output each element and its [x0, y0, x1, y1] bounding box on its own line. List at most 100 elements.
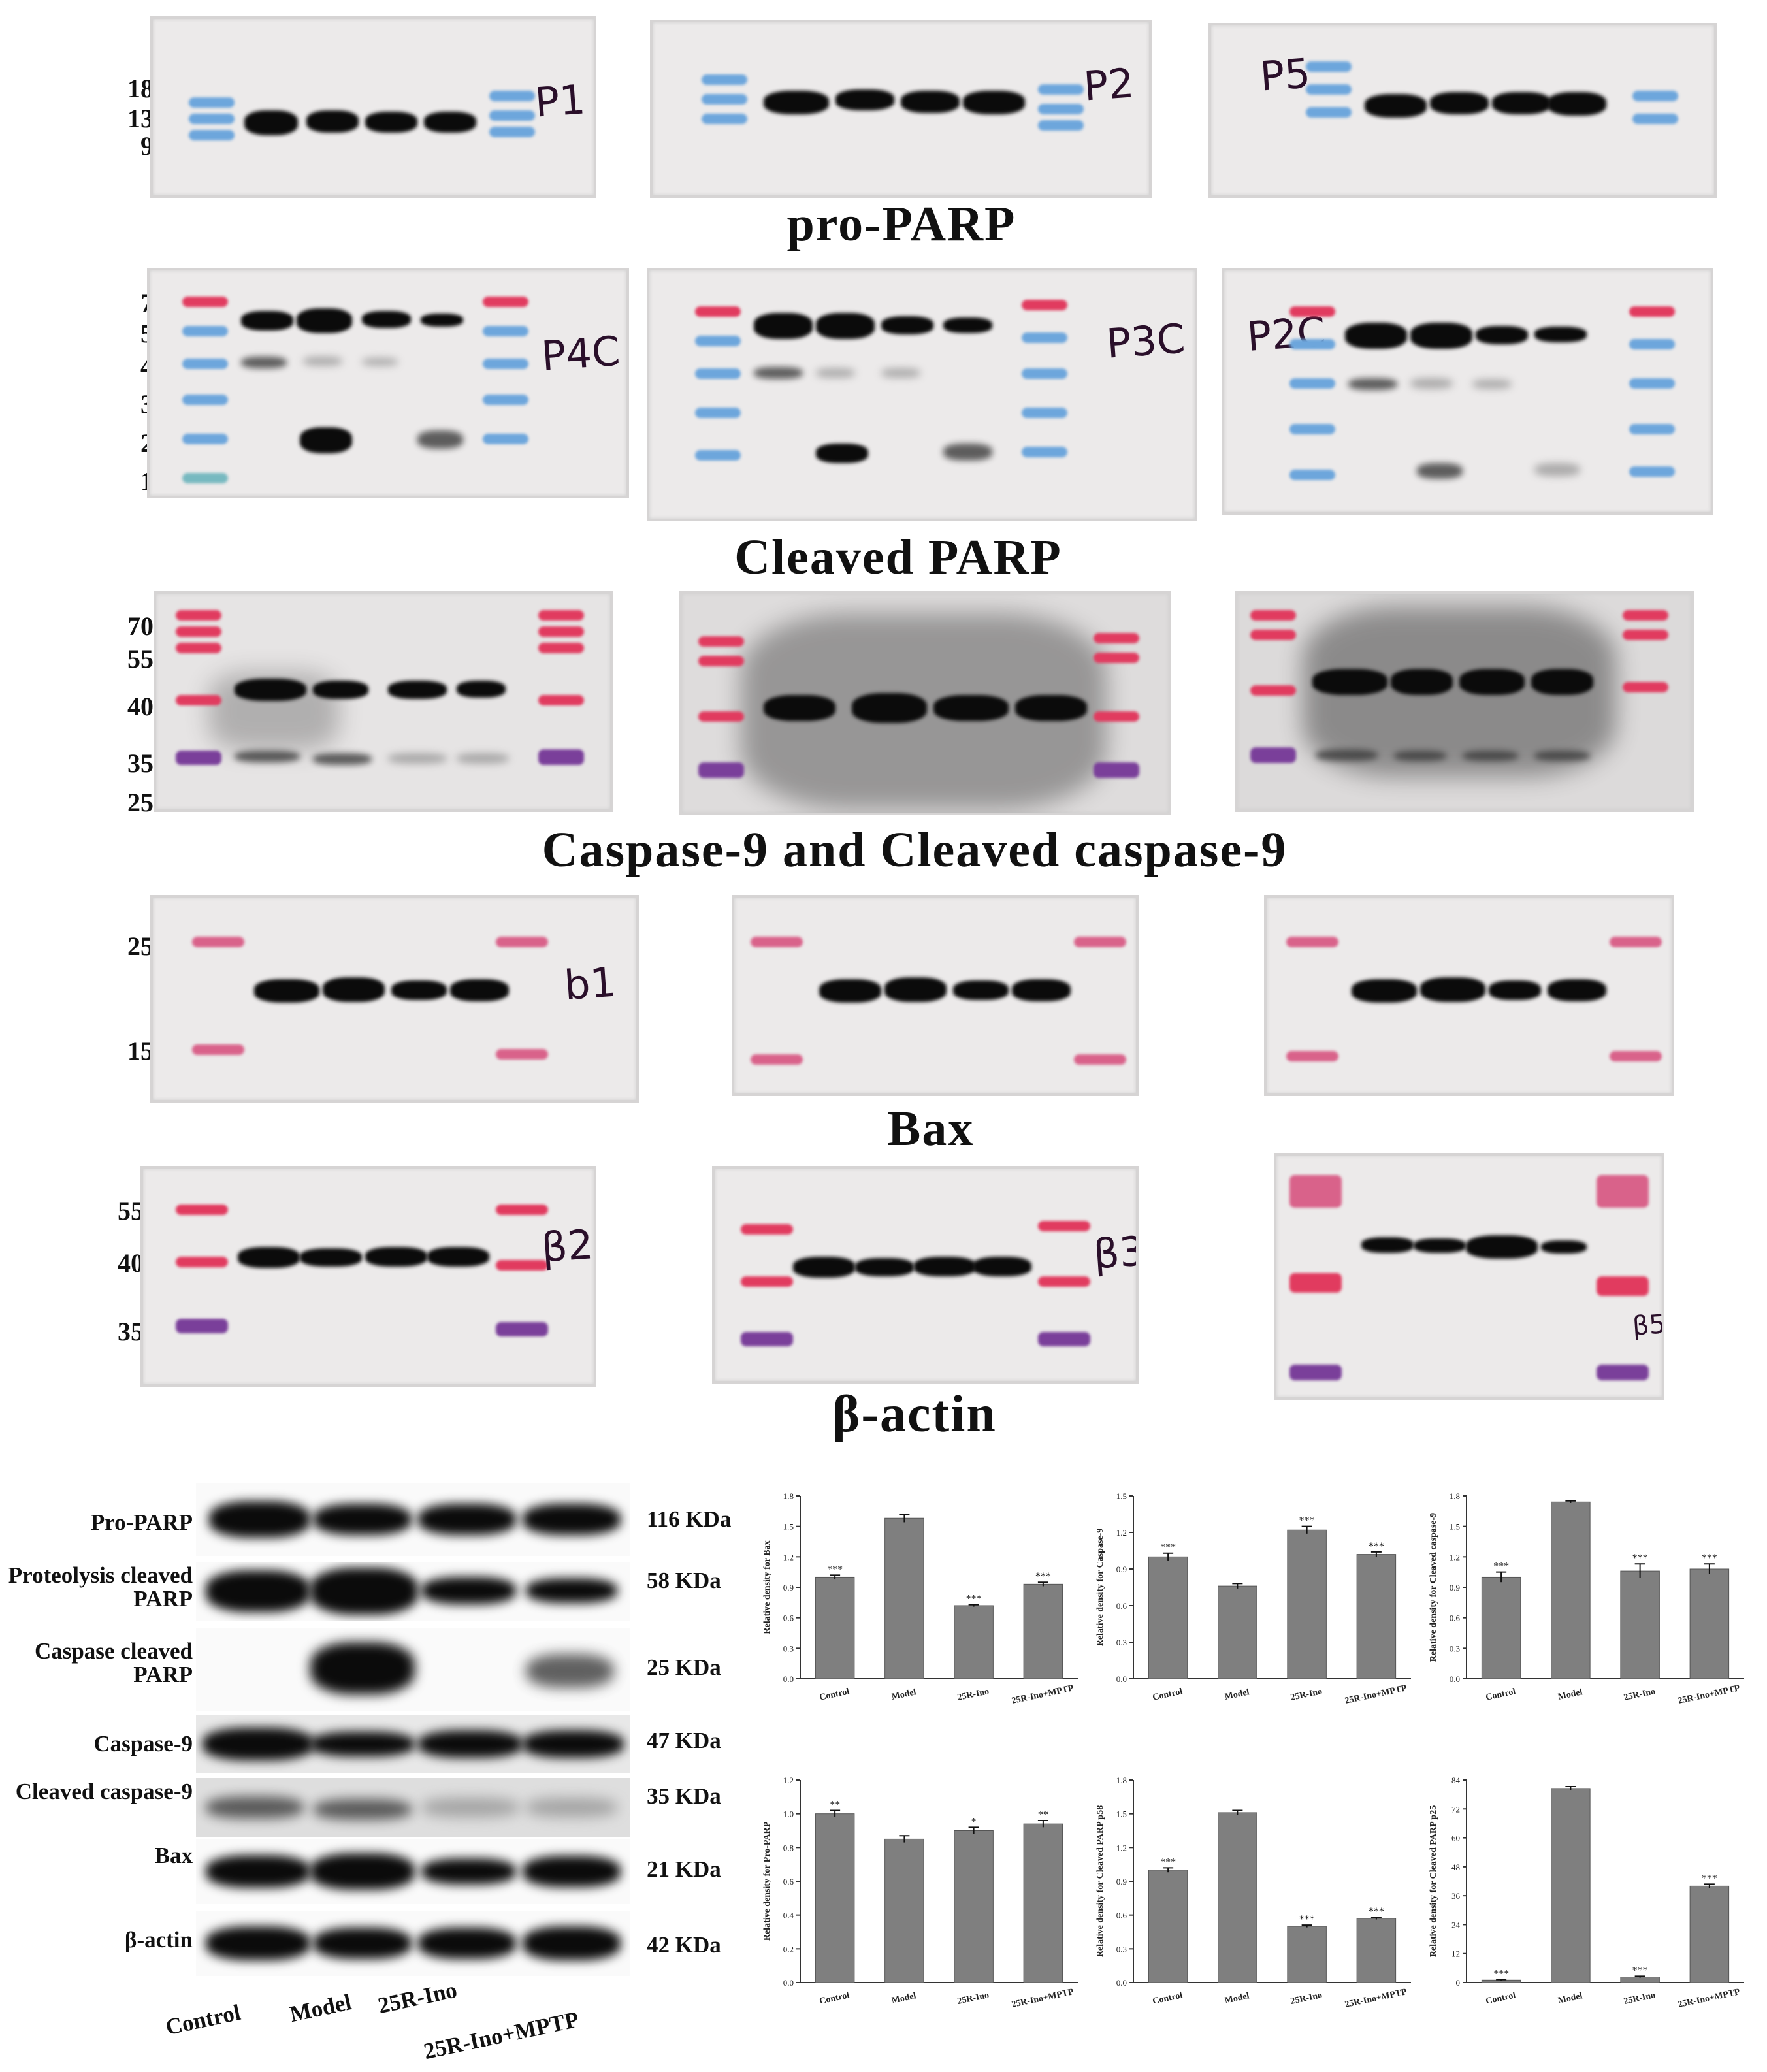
protein-band — [1420, 977, 1485, 1002]
protein-band — [764, 91, 829, 114]
category-label: Control — [1485, 1990, 1517, 2006]
ladder-band — [702, 74, 747, 85]
protein-band — [1489, 980, 1541, 1000]
bar-chart-bax: 0.0 0.3 0.6 0.9 1.2 1.5 1.8 Relative density fo… — [762, 1491, 1078, 1706]
significance-label: *** — [1702, 1553, 1717, 1564]
ladder-band — [1306, 84, 1352, 95]
beta-actin-membrane-2: β3 — [712, 1166, 1139, 1384]
ladder-band — [1022, 447, 1067, 457]
protein-band — [526, 1654, 614, 1688]
protein-band — [241, 357, 287, 368]
bar — [1023, 1823, 1063, 1983]
ladder-band — [176, 643, 221, 653]
y-tick-label: 36 — [1451, 1891, 1461, 1901]
ladder-band — [189, 114, 235, 124]
ladder-band — [1250, 630, 1296, 640]
significance-label: *** — [1369, 1906, 1384, 1917]
bar-chart-cleaved-caspase-9: 0.0 0.3 0.6 0.9 1.2 1.5 1.8 Relative density fo… — [1429, 1491, 1744, 1706]
pro-parp-membrane-2: P2 — [650, 20, 1152, 198]
significance-label: *** — [1035, 1571, 1051, 1582]
ladder-band — [1623, 610, 1668, 621]
bar — [1218, 1585, 1257, 1679]
caspase9-membrane-2 — [679, 591, 1171, 815]
ladder-band — [1289, 1365, 1342, 1380]
mw-marker-55: 55 — [118, 1196, 144, 1225]
ladder-band — [1074, 937, 1126, 947]
protein-band — [300, 1248, 362, 1267]
protein-band — [209, 1501, 310, 1538]
category-label: 25R-Ino+MPTP — [1011, 1683, 1075, 1706]
protein-band — [362, 311, 411, 328]
y-tick-label: 0.6 — [1116, 1911, 1127, 1920]
ladder-band — [1038, 1332, 1090, 1346]
protein-band — [884, 977, 947, 1002]
protein-band — [450, 979, 509, 1001]
ladder-band — [751, 937, 803, 947]
significance-label: *** — [1299, 1515, 1315, 1527]
bar — [1287, 1529, 1327, 1679]
protein-band — [362, 358, 398, 366]
bar — [1620, 1570, 1660, 1679]
protein-band — [421, 1798, 519, 1817]
kda-label: 116 KDa — [647, 1506, 732, 1532]
ladder-band — [1038, 120, 1084, 131]
category-label: Control — [819, 1687, 851, 1702]
significance-label: *** — [1493, 1561, 1509, 1572]
protein-band — [206, 1855, 310, 1888]
ladder-band — [1289, 378, 1335, 389]
bax-membrane-1: b1 — [150, 895, 639, 1103]
lane-label-control: Control — [163, 1999, 243, 2041]
ladder-band — [176, 695, 221, 705]
protein-band — [523, 1730, 624, 1758]
significance-label: *** — [1160, 1856, 1176, 1868]
protein-band — [310, 1642, 415, 1694]
bar — [884, 1838, 924, 1983]
protein-band — [523, 1504, 621, 1535]
ladder-band — [1094, 711, 1139, 722]
bar — [1481, 1576, 1521, 1679]
y-tick-label: 0.9 — [1116, 1877, 1127, 1886]
significance-label: ** — [830, 1800, 840, 1811]
protein-band — [1463, 751, 1518, 761]
protein-band — [1541, 1240, 1587, 1254]
category-label: 25R-Ino — [1623, 1687, 1656, 1703]
protein-band — [313, 753, 372, 765]
ladder-band — [1306, 61, 1352, 72]
ladder-band — [189, 97, 235, 108]
protein-band — [314, 1504, 412, 1535]
caption-pro-parp: pro-PARP — [786, 197, 1016, 251]
y-tick-label: 0.0 — [783, 1978, 794, 1988]
protein-band — [933, 695, 1009, 721]
protein-band — [206, 1570, 310, 1612]
row-label: Caspase cleaved PARP — [34, 1638, 193, 1687]
protein-band — [314, 1799, 412, 1820]
ladder-band — [176, 1205, 228, 1215]
y-tick-label: 0.3 — [783, 1643, 794, 1653]
ladder-band — [1629, 466, 1675, 477]
ladder-band — [182, 326, 228, 336]
ladder-band — [182, 395, 228, 405]
ladder-band — [496, 1260, 548, 1271]
category-label: 25R-Ino — [956, 1990, 990, 2007]
protein-band — [1476, 326, 1528, 344]
protein-band — [418, 1730, 523, 1758]
membrane-mark: P1 — [533, 75, 587, 127]
mw-marker-25: 25 — [127, 931, 154, 961]
bar — [1689, 1885, 1730, 1983]
y-tick-label: 1.2 — [1450, 1552, 1460, 1562]
row-label: Proteolysis cleaved PARP — [8, 1562, 193, 1611]
protein-band — [1391, 669, 1453, 695]
bar-chart-pro-parp: 0.0 0.2 0.4 0.6 0.8 1.0 1.2 Relative density fo… — [762, 1775, 1078, 2010]
ladder-band — [751, 1054, 803, 1065]
protein-band — [206, 1796, 304, 1819]
protein-band — [855, 1258, 914, 1276]
caption-cleaved-parp: Cleaved PARP — [734, 530, 1062, 585]
y-tick-label: 1.0 — [783, 1809, 794, 1819]
protein-band — [1410, 378, 1453, 389]
mw-marker-15: 15 — [127, 1036, 154, 1065]
bar — [1218, 1812, 1257, 1983]
protein-band — [457, 753, 509, 764]
bar — [884, 1517, 924, 1679]
category-label: Model — [890, 1991, 916, 2006]
bar — [1551, 1788, 1591, 1983]
